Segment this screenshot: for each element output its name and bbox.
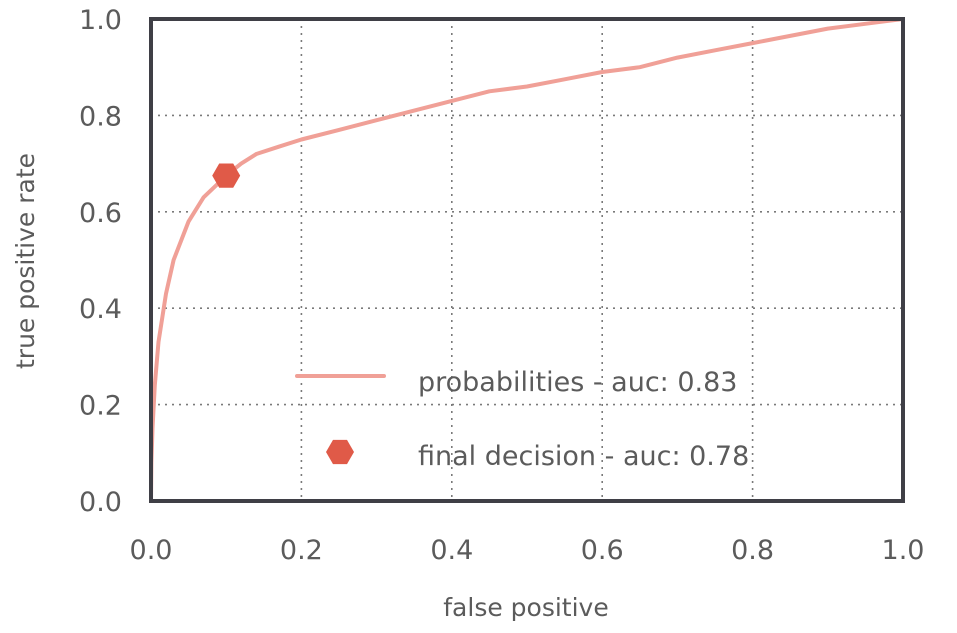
legend: probabilities - auc: 0.83 final decision… xyxy=(295,367,749,472)
y-tick-labels: 0.0 0.2 0.4 0.6 0.8 1.0 xyxy=(79,5,122,518)
final-decision-marker xyxy=(212,163,241,188)
x-tick-label: 0.2 xyxy=(280,535,323,566)
series-layer xyxy=(149,17,905,503)
x-tick-label: 0.0 xyxy=(130,535,173,566)
y-tick-label: 0.8 xyxy=(79,101,122,132)
y-tick-label: 0.4 xyxy=(79,294,122,325)
y-tick-label: 0.2 xyxy=(79,391,122,422)
y-tick-label: 1.0 xyxy=(79,5,122,36)
y-tick-label: 0.0 xyxy=(79,487,122,518)
x-tick-label: 0.4 xyxy=(430,535,473,566)
grid-lines xyxy=(151,19,903,501)
roc-curve-probabilities xyxy=(149,17,905,503)
x-tick-labels: 0.0 0.2 0.4 0.6 0.8 1.0 xyxy=(130,535,925,566)
legend-label-probabilities: probabilities - auc: 0.83 xyxy=(418,367,737,398)
y-axis-label: true positive rate xyxy=(11,153,40,369)
x-tick-label: 0.8 xyxy=(731,535,774,566)
legend-label-final-decision: final decision - auc: 0.78 xyxy=(418,441,749,472)
x-tick-label: 0.6 xyxy=(581,535,624,566)
plot-frame xyxy=(149,17,905,503)
x-tick-label: 1.0 xyxy=(882,535,925,566)
y-tick-label: 0.6 xyxy=(79,198,122,229)
legend-marker-swatch xyxy=(326,439,354,465)
x-axis-label: false positive xyxy=(443,593,608,622)
